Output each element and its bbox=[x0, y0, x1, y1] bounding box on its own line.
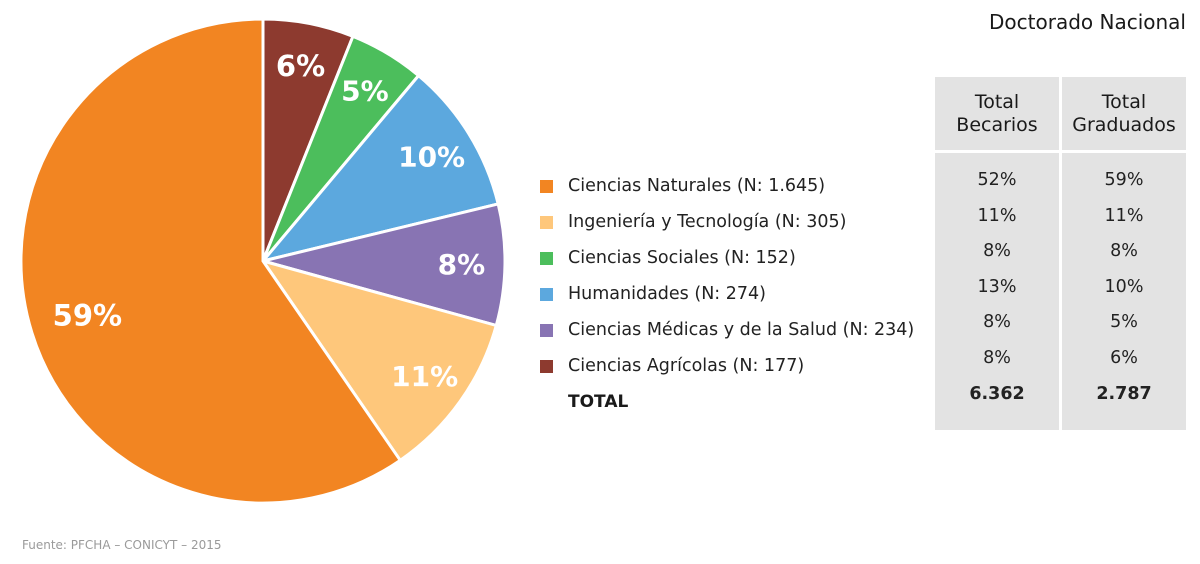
column-header-line: Becarios bbox=[956, 113, 1038, 136]
pie-slice-label: 10% bbox=[398, 140, 465, 173]
legend-item: Ciencias Médicas y de la Salud (N: 234) bbox=[540, 312, 940, 348]
legend-label: Ingeniería y Tecnología (N: 305) bbox=[568, 212, 847, 232]
pie-slice-label: 5% bbox=[341, 75, 389, 108]
table-cell: 8% bbox=[983, 347, 1011, 368]
table-column-graduados: Total Graduados 59% 11% 8% 10% 5% 6% 2.7… bbox=[1062, 77, 1186, 430]
column-header: Total Becarios bbox=[935, 77, 1059, 153]
legend-swatch bbox=[540, 251, 553, 265]
pie-slice bbox=[257, 202, 507, 328]
legend-label: Ciencias Agrícolas (N: 177) bbox=[568, 356, 805, 376]
table-cell: 5% bbox=[1110, 312, 1138, 333]
table-title: Doctorado Nacional bbox=[989, 10, 1186, 34]
legend-label: Ciencias Naturales (N: 1.645) bbox=[568, 176, 826, 196]
pie-slice-label: 11% bbox=[391, 360, 458, 393]
table-cell: 13% bbox=[977, 276, 1017, 297]
legend-swatch bbox=[540, 323, 553, 337]
legend-item: Ciencias Naturales (N: 1.645) bbox=[540, 168, 940, 204]
column-header: Total Graduados bbox=[1062, 77, 1186, 153]
table-cell: 8% bbox=[1110, 241, 1138, 262]
legend-item: Ingeniería y Tecnología (N: 305) bbox=[540, 204, 940, 240]
pie-slice-label: 59% bbox=[53, 299, 122, 333]
table-cell: 8% bbox=[983, 312, 1011, 333]
pie-slice bbox=[19, 17, 403, 505]
pie-chart: 6% 5% 10% 8% 11% 59% bbox=[19, 17, 507, 505]
legend-label: Ciencias Sociales (N: 152) bbox=[568, 248, 796, 268]
table-cell: 59% bbox=[1104, 170, 1144, 190]
table-total-cell: 6.362 bbox=[969, 383, 1025, 404]
column-header-line: Total bbox=[974, 90, 1020, 113]
legend-label: Humanidades (N: 274) bbox=[568, 284, 766, 304]
legend-label: Ciencias Médicas y de la Salud (N: 234) bbox=[568, 320, 915, 340]
legend-item: Ciencias Sociales (N: 152) bbox=[540, 240, 940, 276]
legend-swatch bbox=[540, 359, 553, 373]
pie-slice bbox=[259, 258, 499, 463]
chart-legend: Ciencias Naturales (N: 1.645) Ingeniería… bbox=[540, 168, 940, 420]
table-cell: 11% bbox=[977, 205, 1017, 226]
column-header-line: Graduados bbox=[1072, 113, 1176, 136]
pie-slice bbox=[258, 73, 500, 264]
legend-item: Ciencias Agrícolas (N: 177) bbox=[540, 348, 940, 384]
table-cell: 52% bbox=[977, 170, 1017, 190]
table-cell: 8% bbox=[983, 241, 1011, 262]
legend-total-label: TOTAL bbox=[568, 392, 629, 412]
table-cell: 10% bbox=[1104, 276, 1144, 297]
legend-swatch bbox=[540, 215, 553, 229]
pie-slice-label: 8% bbox=[438, 248, 486, 281]
legend-item: Humanidades (N: 274) bbox=[540, 276, 940, 312]
source-note: Fuente: PFCHA – CONICYT – 2015 bbox=[22, 538, 222, 552]
table-cell: 11% bbox=[1104, 205, 1144, 226]
legend-swatch bbox=[540, 287, 553, 301]
pie-slice-label: 6% bbox=[276, 49, 325, 83]
table-column-becarios: Total Becarios 52% 11% 8% 13% 8% 8% 6.36… bbox=[935, 77, 1059, 430]
table-cell: 6% bbox=[1110, 347, 1138, 368]
legend-swatch bbox=[540, 179, 553, 193]
table-total-cell: 2.787 bbox=[1096, 383, 1152, 404]
column-header-line: Total bbox=[1101, 90, 1147, 113]
